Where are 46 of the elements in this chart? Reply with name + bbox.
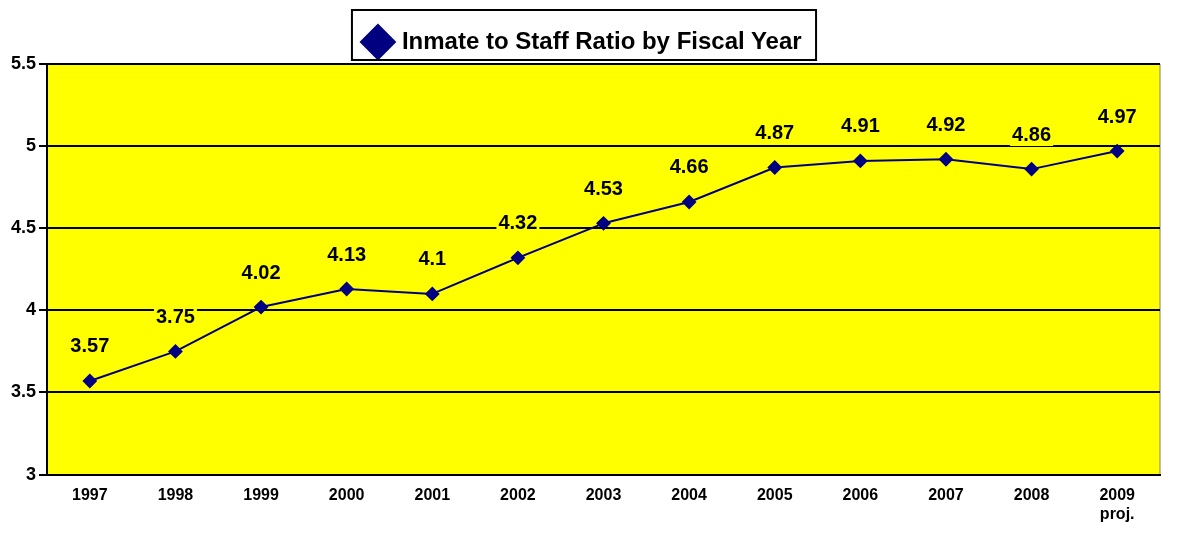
point [682,194,697,209]
point [853,153,868,168]
y-tick-label: 5.5 [10,52,37,73]
point [254,300,269,315]
data-label: 3.75 [155,304,195,327]
data-label: 4.97 [1097,104,1137,127]
point [510,250,525,265]
x-tick-label: 2005 [756,485,793,503]
data-label: 4.92 [926,112,966,135]
x-tick-label: 2007 [928,485,964,503]
y-tick-label: 5 [26,135,37,156]
x-tick-label: 2002 [500,485,536,503]
point [168,344,183,359]
data-label: 4.66 [669,155,709,178]
data-label: 4.32 [498,211,538,234]
legend-label: Inmate to Staff Ratio by Fiscal Year [401,26,802,54]
point [82,373,97,388]
point [767,160,782,175]
y-tick-label: 4.5 [10,217,37,238]
x-tick-label: 2006 [842,485,879,503]
y-tick-label: 3.5 [10,381,37,402]
data-label: 3.57 [70,334,110,357]
data-label: 4.91 [840,114,880,137]
point [425,286,440,301]
data-label: 4.87 [755,120,795,143]
y-tick-label: 3 [26,463,37,484]
x-tick-label: 2003 [585,485,622,503]
x-tick-label: 2008 [1013,485,1050,503]
x-tick-label: 2000 [328,485,365,503]
point [339,282,354,297]
point [596,216,611,231]
data-label: 4.13 [327,242,367,265]
point [1024,162,1039,177]
data-label: 4.02 [241,260,281,283]
x-tick-label: 1998 [157,485,194,503]
x-tick-label: 2001 [414,485,451,503]
point [938,152,953,167]
data-label: 4.53 [584,176,623,199]
data-label: 4.1 [418,247,447,270]
x-tick-label: 2009 proj. [1099,485,1136,522]
x-tick-label: 1999 [243,485,279,503]
x-tick-label: 1997 [72,485,108,503]
point [1110,144,1125,159]
data-label: 4.86 [1012,122,1052,145]
x-tick-label: 2004 [671,485,708,503]
y-tick-label: 4 [26,299,37,320]
